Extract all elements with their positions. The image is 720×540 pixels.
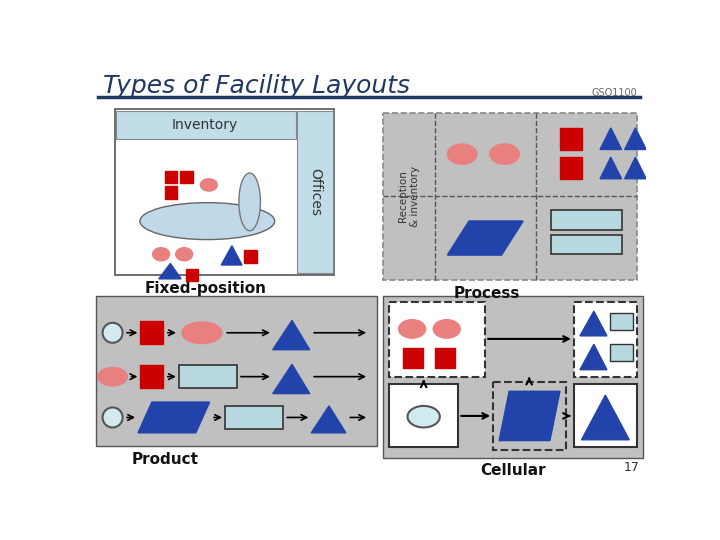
Text: Inventory: Inventory bbox=[172, 118, 238, 132]
Bar bbox=[383, 296, 643, 457]
Polygon shape bbox=[273, 320, 310, 350]
Polygon shape bbox=[499, 392, 560, 441]
Ellipse shape bbox=[490, 144, 519, 164]
Polygon shape bbox=[273, 364, 310, 394]
Bar bbox=[115, 110, 334, 275]
Ellipse shape bbox=[399, 320, 426, 338]
Polygon shape bbox=[448, 221, 523, 255]
Polygon shape bbox=[159, 264, 181, 279]
Ellipse shape bbox=[408, 406, 440, 428]
Polygon shape bbox=[582, 395, 629, 440]
Bar bbox=[574, 302, 637, 377]
Bar bbox=[244, 251, 256, 262]
Bar bbox=[96, 296, 377, 446]
Bar bbox=[225, 406, 283, 429]
Polygon shape bbox=[600, 157, 621, 179]
Ellipse shape bbox=[176, 248, 193, 261]
Bar bbox=[610, 345, 633, 361]
Bar bbox=[117, 111, 296, 139]
Ellipse shape bbox=[98, 367, 127, 386]
Ellipse shape bbox=[102, 323, 122, 343]
Text: Cellular: Cellular bbox=[480, 463, 546, 478]
Bar bbox=[403, 348, 423, 368]
Polygon shape bbox=[625, 157, 647, 179]
Bar bbox=[140, 321, 163, 345]
Ellipse shape bbox=[448, 144, 477, 164]
Bar bbox=[610, 313, 633, 330]
Ellipse shape bbox=[153, 248, 170, 261]
Bar bbox=[574, 384, 637, 448]
Bar bbox=[389, 302, 485, 377]
Text: Product: Product bbox=[132, 451, 199, 467]
Ellipse shape bbox=[200, 179, 217, 191]
Bar bbox=[552, 211, 621, 229]
Polygon shape bbox=[138, 402, 210, 433]
Polygon shape bbox=[221, 246, 242, 265]
Text: Offices: Offices bbox=[308, 168, 322, 216]
Ellipse shape bbox=[182, 322, 222, 343]
Polygon shape bbox=[580, 345, 607, 370]
Bar bbox=[552, 235, 621, 254]
Bar bbox=[383, 112, 637, 280]
Polygon shape bbox=[625, 128, 647, 150]
Bar bbox=[493, 382, 566, 450]
Bar bbox=[140, 365, 163, 388]
Text: Reception
& inventory: Reception & inventory bbox=[398, 166, 420, 227]
Bar bbox=[560, 128, 582, 150]
Text: GSO1100: GSO1100 bbox=[591, 87, 637, 98]
Bar bbox=[297, 111, 333, 273]
Text: 17: 17 bbox=[624, 462, 640, 475]
Bar bbox=[186, 269, 198, 281]
Text: Process: Process bbox=[454, 286, 520, 301]
Bar bbox=[389, 384, 459, 448]
Bar bbox=[179, 365, 237, 388]
Bar bbox=[165, 186, 177, 199]
Bar bbox=[165, 171, 177, 184]
Polygon shape bbox=[311, 406, 346, 433]
Text: Fixed-position: Fixed-position bbox=[145, 281, 266, 295]
Ellipse shape bbox=[102, 408, 122, 428]
Ellipse shape bbox=[140, 202, 274, 240]
Bar bbox=[560, 157, 582, 179]
Bar bbox=[180, 171, 193, 184]
Bar bbox=[435, 348, 455, 368]
Text: Types of Facility Layouts: Types of Facility Layouts bbox=[102, 75, 410, 98]
Polygon shape bbox=[600, 128, 621, 150]
Ellipse shape bbox=[239, 173, 261, 231]
Polygon shape bbox=[580, 311, 607, 336]
Ellipse shape bbox=[433, 320, 460, 338]
